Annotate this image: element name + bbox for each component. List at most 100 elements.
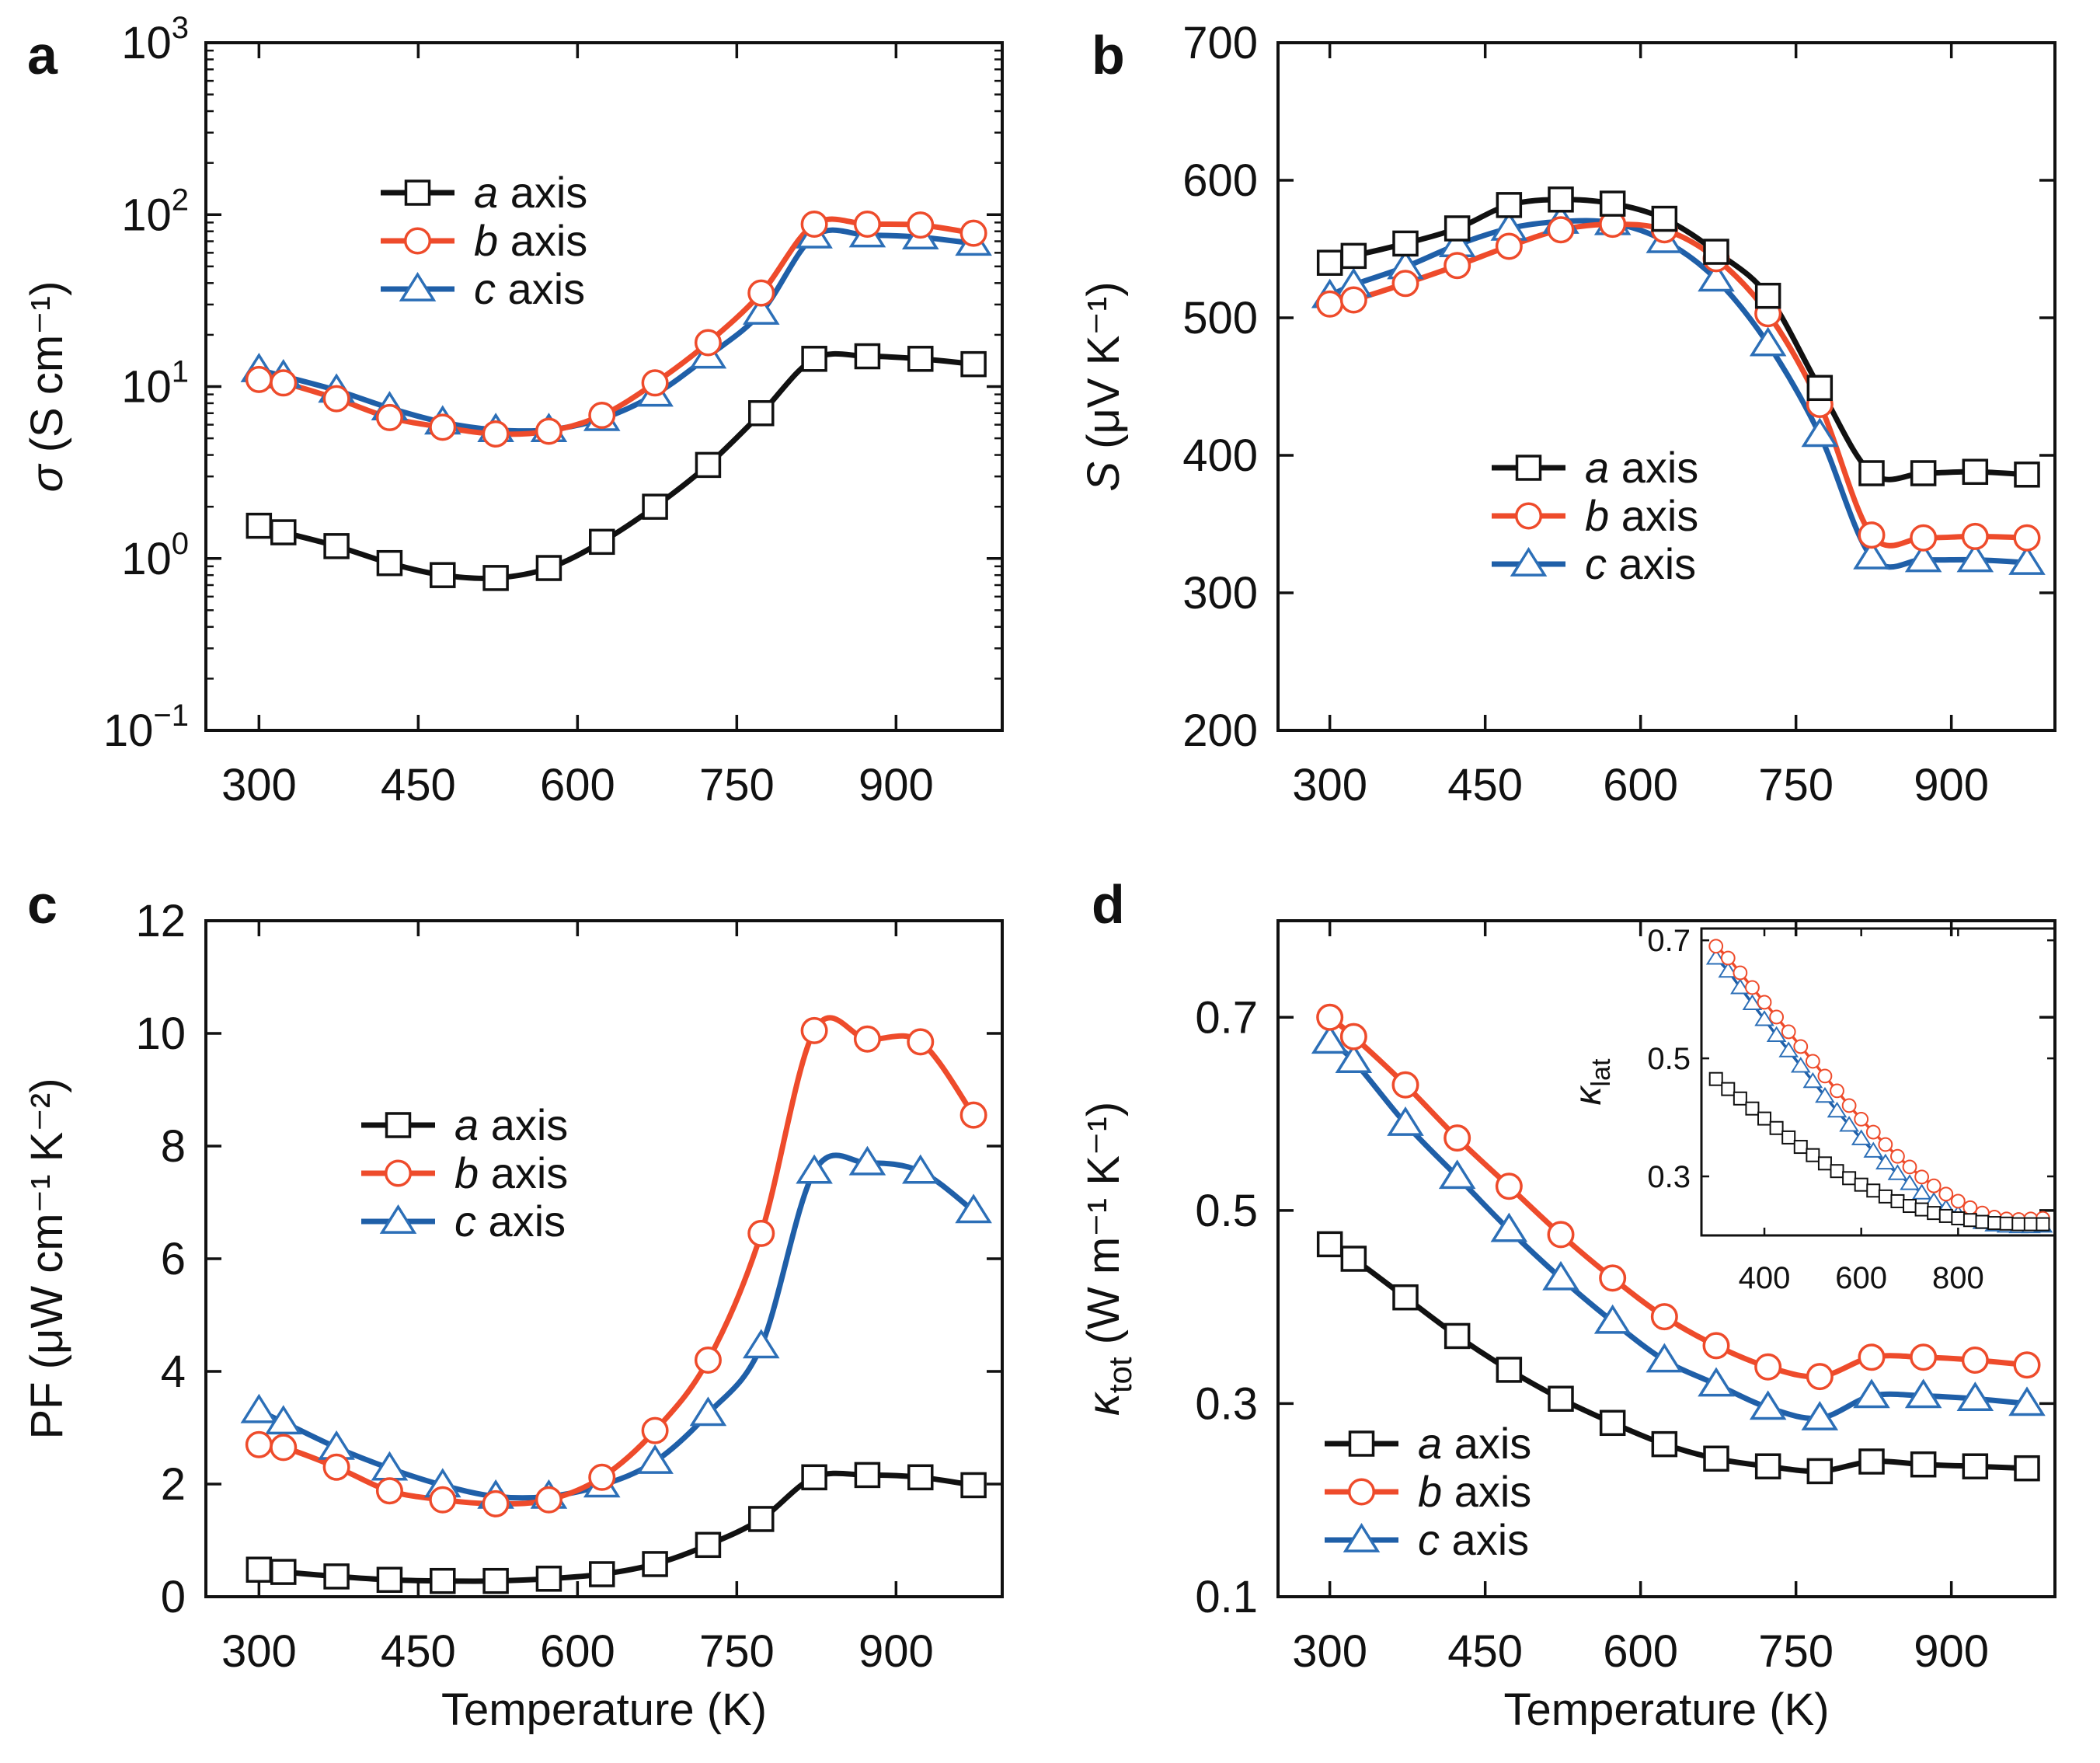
x-tick-label: 750	[1758, 1626, 1834, 1677]
data-point-b	[800, 1016, 828, 1044]
data-point-a	[1962, 1213, 1977, 1228]
data-point-c	[901, 1154, 939, 1184]
legend-marker-c	[399, 271, 437, 301]
series-line-c	[256, 1152, 977, 1501]
data-point-b	[1830, 1083, 1844, 1099]
data-point-c	[689, 1396, 727, 1427]
data-point-c	[1827, 1101, 1848, 1118]
data-point-b	[535, 417, 562, 445]
data-point-b	[1702, 1332, 1730, 1360]
series-line-b	[1327, 221, 2030, 549]
data-point-c	[2008, 1386, 2046, 1416]
data-point-b	[1316, 290, 1344, 318]
y-axis-label: S (μV K⁻¹)	[1078, 281, 1129, 491]
x-tick-label: 600	[540, 1626, 615, 1677]
data-point-a	[1793, 1140, 1808, 1155]
panel-label: d	[1092, 874, 1125, 935]
data-point-b	[1805, 1054, 1820, 1069]
x-tick-label: 750	[1758, 760, 1834, 810]
y-tick-label: 10−1	[103, 699, 189, 756]
data-point-a	[1987, 1216, 2002, 1231]
data-point-c	[1956, 542, 1994, 573]
data-point-a	[482, 565, 509, 591]
data-point-b	[641, 369, 669, 397]
y-tick-label: 0.5	[1647, 1042, 1691, 1076]
series-line-a	[1327, 197, 2030, 483]
data-point-b	[270, 1434, 298, 1462]
y-tick-label: 4	[161, 1347, 186, 1397]
data-point-b	[588, 402, 616, 430]
data-point-c	[955, 1193, 992, 1224]
x-tick-label: 300	[1292, 1626, 1367, 1677]
data-point-a	[1781, 1130, 1796, 1145]
data-point-c	[1863, 1141, 1884, 1158]
x-tick-label: 450	[1447, 760, 1523, 810]
data-point-a	[1548, 1385, 1574, 1412]
plot-frame	[1700, 927, 2056, 1237]
data-point-a	[1830, 1164, 1844, 1179]
data-point-a	[907, 346, 934, 372]
x-tick-label: 900	[1914, 760, 1989, 810]
data-point-b	[375, 1477, 403, 1505]
data-point-a	[642, 1551, 668, 1577]
legend-marker-c	[1510, 546, 1548, 577]
x-tick-label: 300	[1292, 760, 1367, 810]
data-point-b	[1858, 1343, 1886, 1371]
data-point-c	[1311, 1024, 1349, 1054]
panel-d: 300 450 600 750 900 0.1 0.3 0.5 0.7 d κtot (W m⁻¹ …	[1078, 874, 2056, 1735]
data-point-a	[1392, 1284, 1419, 1311]
legend-marker-b	[404, 227, 431, 255]
data-point-a	[695, 1531, 722, 1559]
data-point-b	[2013, 1351, 2041, 1379]
data-point-b	[322, 385, 350, 413]
data-point-a	[1444, 215, 1471, 242]
data-point-b	[1391, 1071, 1419, 1099]
data-point-b	[907, 1028, 935, 1056]
y-tick-label: 100	[121, 527, 189, 584]
data-point-a	[1999, 1216, 2014, 1231]
legend-label-b: b axis	[454, 1148, 568, 1197]
data-point-b	[1962, 1200, 1978, 1215]
data-point-c	[1802, 1071, 1823, 1089]
data-point-b	[1444, 1124, 1471, 1152]
data-point-c	[1956, 1381, 1994, 1412]
legend-label-a: a axis	[1418, 1419, 1531, 1468]
data-point-b	[1769, 1009, 1785, 1025]
data-point-a	[907, 1464, 934, 1491]
x-tick-label: 750	[699, 1626, 775, 1677]
series-line-c	[1327, 1038, 2030, 1422]
data-point-a	[1806, 375, 1834, 402]
y-axis-label: κtot (W m⁻¹ K⁻¹)	[1078, 1102, 1138, 1416]
data-point-b	[1865, 1124, 1881, 1140]
y-tick-label: 0.7	[1195, 992, 1258, 1043]
x-axis-label: Temperature (K)	[441, 1685, 767, 1735]
data-point-a	[1733, 1091, 1747, 1106]
data-point-b	[482, 1489, 510, 1517]
data-point-a	[1806, 1148, 1820, 1162]
data-point-a	[1340, 242, 1367, 270]
data-point-a	[376, 549, 403, 577]
series-line-c	[1327, 218, 2030, 570]
data-point-c	[1904, 1378, 1942, 1409]
legend-marker-c	[379, 1204, 417, 1234]
data-point-b	[1495, 232, 1523, 260]
data-point-b	[429, 413, 457, 441]
data-point-c	[1542, 1260, 1579, 1291]
data-point-c	[1335, 1044, 1373, 1074]
data-point-c	[1646, 1343, 1684, 1373]
y-tick-label: 12	[135, 896, 186, 946]
data-point-a	[1842, 1171, 1857, 1186]
data-point-b	[245, 1430, 273, 1458]
data-point-c	[1698, 262, 1735, 292]
data-point-b	[1733, 965, 1748, 981]
data-point-a	[482, 1567, 509, 1594]
panel-label: a	[27, 25, 58, 85]
y-tick-label: 0.5	[1195, 1186, 1258, 1236]
data-point-a	[642, 493, 668, 520]
data-point-a	[1316, 249, 1343, 276]
data-point-c	[1749, 1390, 1787, 1420]
series-layer	[1705, 939, 2053, 1234]
data-point-a	[1444, 1322, 1471, 1350]
data-point-b	[747, 279, 775, 307]
x-tick-label: 450	[381, 1626, 456, 1677]
